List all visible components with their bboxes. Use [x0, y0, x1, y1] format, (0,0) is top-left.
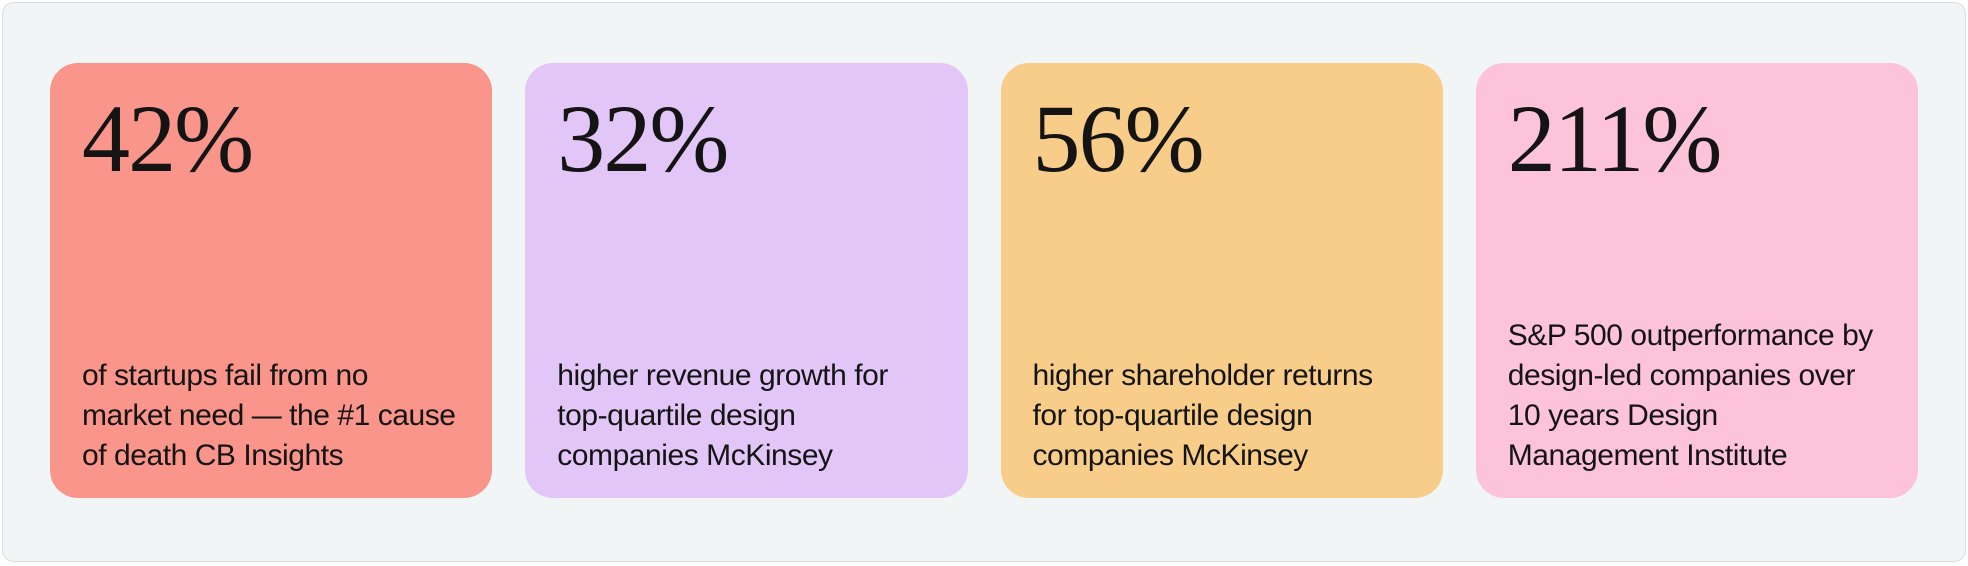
stat-value: 56% — [1032, 85, 1205, 192]
stat-description: higher revenue growth for top-quartile d… — [557, 359, 888, 472]
stats-card-grid: 42% of startups fail from no market need… — [50, 63, 1918, 498]
stat-card-4: 211% S&P 500 outperformance by design-le… — [1475, 63, 1918, 498]
stat-value: 32% — [557, 85, 729, 192]
stat-card-2: 32% higher revenue growth for top-quarti… — [525, 63, 968, 498]
stat-value: 211% — [1507, 85, 1723, 192]
stat-description: of startups fail from no market need — t… — [82, 359, 456, 472]
stat-card-3: 56% higher shareholder returns for top-q… — [1000, 63, 1443, 498]
stat-description: higher shareholder returns for top-quart… — [1032, 359, 1374, 472]
stat-value: 42% — [82, 85, 254, 192]
stat-card-1: 42% of startups fail from no market need… — [50, 63, 493, 498]
stat-description: S&P 500 outperformance by design-led com… — [1507, 319, 1874, 472]
